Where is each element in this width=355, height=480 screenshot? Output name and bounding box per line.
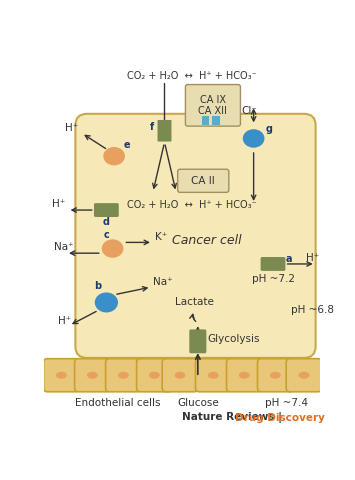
Ellipse shape <box>87 372 98 379</box>
Text: K⁺: K⁺ <box>155 232 168 242</box>
Ellipse shape <box>149 372 160 379</box>
FancyBboxPatch shape <box>162 359 198 392</box>
FancyBboxPatch shape <box>75 114 316 358</box>
Text: CA II: CA II <box>191 176 215 186</box>
Text: pH ~7.2: pH ~7.2 <box>252 275 295 284</box>
Text: Drug Discovery: Drug Discovery <box>235 413 325 423</box>
Ellipse shape <box>56 372 67 379</box>
Text: CO₂ + H₂O  ↔  H⁺ + HCO₃⁻: CO₂ + H₂O ↔ H⁺ + HCO₃⁻ <box>127 200 257 210</box>
Text: Cancer cell: Cancer cell <box>172 234 242 247</box>
Text: b: b <box>94 281 101 290</box>
Ellipse shape <box>102 240 124 258</box>
FancyBboxPatch shape <box>158 120 171 142</box>
Ellipse shape <box>175 372 185 379</box>
Text: a: a <box>285 254 292 264</box>
Text: H⁺: H⁺ <box>65 123 78 133</box>
FancyBboxPatch shape <box>94 203 119 217</box>
FancyBboxPatch shape <box>257 359 293 392</box>
Text: c: c <box>103 230 109 240</box>
FancyBboxPatch shape <box>261 257 285 271</box>
Text: Na⁺: Na⁺ <box>54 242 74 252</box>
Ellipse shape <box>208 372 219 379</box>
Text: d: d <box>103 217 110 228</box>
FancyBboxPatch shape <box>185 84 240 126</box>
Ellipse shape <box>243 129 264 148</box>
FancyBboxPatch shape <box>189 329 206 353</box>
Bar <box>202 116 209 125</box>
Ellipse shape <box>95 292 118 312</box>
Text: H⁺: H⁺ <box>58 316 72 326</box>
FancyBboxPatch shape <box>226 359 262 392</box>
Ellipse shape <box>270 372 281 379</box>
FancyBboxPatch shape <box>137 359 172 392</box>
Text: Endothelial cells: Endothelial cells <box>75 397 161 408</box>
FancyBboxPatch shape <box>44 359 79 392</box>
Ellipse shape <box>118 372 129 379</box>
Text: H⁺: H⁺ <box>52 199 65 209</box>
Text: g: g <box>265 124 272 134</box>
Text: pH ~6.8: pH ~6.8 <box>291 305 334 315</box>
Text: H⁺: H⁺ <box>306 253 320 263</box>
FancyBboxPatch shape <box>75 359 110 392</box>
Ellipse shape <box>239 372 250 379</box>
Text: Lactate: Lactate <box>175 298 213 308</box>
Text: Glucose: Glucose <box>177 397 219 408</box>
Text: Cl⁻: Cl⁻ <box>242 107 258 117</box>
FancyBboxPatch shape <box>105 359 141 392</box>
Text: e: e <box>124 141 130 150</box>
FancyBboxPatch shape <box>196 359 231 392</box>
Text: CA IX
CA XII: CA IX CA XII <box>198 95 227 116</box>
Text: Glycolysis: Glycolysis <box>207 334 260 344</box>
Bar <box>48 360 316 390</box>
Text: Nature Reviews |: Nature Reviews | <box>182 412 286 423</box>
Text: Na⁺: Na⁺ <box>153 276 173 287</box>
Text: pH ~7.4: pH ~7.4 <box>265 397 308 408</box>
Text: f: f <box>149 122 154 132</box>
FancyBboxPatch shape <box>178 169 229 192</box>
Ellipse shape <box>299 372 310 379</box>
Bar <box>212 116 219 125</box>
FancyBboxPatch shape <box>286 359 322 392</box>
Text: CO₂ + H₂O  ↔  H⁺ + HCO₃⁻: CO₂ + H₂O ↔ H⁺ + HCO₃⁻ <box>127 72 257 82</box>
Ellipse shape <box>103 147 125 166</box>
